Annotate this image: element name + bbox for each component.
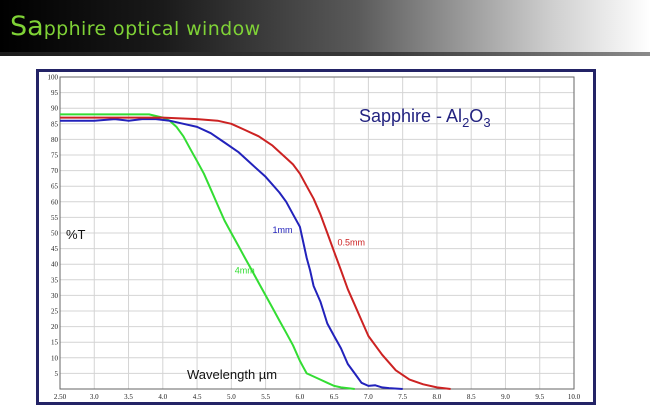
series-label-0-5mm: 0.5mm	[338, 237, 366, 247]
banner-underline	[0, 52, 650, 56]
chart-title-pre: Sapphire - Al	[359, 106, 462, 126]
x-tick-label: 2.50	[54, 393, 67, 401]
series-label-4mm: 4mm	[235, 266, 255, 276]
y-tick-label: 75	[51, 152, 59, 160]
x-tick-label: 8.5	[467, 393, 476, 401]
x-tick-label: 3.0	[90, 393, 99, 401]
y-tick-label: 45	[51, 245, 59, 253]
x-tick-label: 7.0	[364, 393, 373, 401]
y-tick-label: 65	[51, 183, 59, 191]
chart-title: Sapphire - Al2O3	[359, 106, 491, 130]
series-label-1mm: 1mm	[272, 225, 292, 235]
series-line-4mm	[60, 113, 355, 390]
y-tick-label: 50	[51, 230, 59, 238]
y-tick-label: 90	[51, 105, 59, 113]
x-tick-label: 4.5	[193, 393, 202, 401]
series-layer	[60, 113, 451, 390]
title-banner	[0, 0, 650, 56]
page-title-lead: Sa	[10, 11, 44, 42]
y-tick-label: 35	[51, 276, 59, 284]
y-tick-label: 70	[51, 167, 59, 175]
y-tick-label: 30	[51, 292, 59, 300]
page-title-rest: pphire optical window	[43, 18, 261, 40]
chart-grid	[60, 77, 574, 389]
x-tick-label: 8.0	[433, 393, 442, 401]
x-tick-label: 5.5	[261, 393, 270, 401]
y-axis-label: %T	[66, 227, 86, 242]
series-line-1mm	[60, 118, 403, 390]
y-tick-label: 40	[51, 261, 59, 269]
chart-title-sub2: 3	[483, 115, 490, 130]
x-tick-label: 7.5	[398, 393, 407, 401]
x-tick-label: 6.0	[295, 393, 304, 401]
series-labels: 4mm 1mm 0.5mm	[235, 225, 365, 276]
y-tick-label: 95	[51, 89, 59, 97]
y-tick-label: 10	[51, 354, 59, 362]
series-line-0-5mm	[60, 116, 451, 390]
page-title: Sapphire optical window	[10, 9, 261, 45]
x-tick-labels: 2.50 3.0 3.5 4.0 4.5 5.0 5.5 6.0 6.5 7.0 7.5 8.0 8.5…	[54, 393, 581, 401]
y-tick-label: 5	[55, 370, 59, 378]
y-tick-label: 60	[51, 198, 59, 206]
plot-border	[59, 76, 575, 390]
y-tick-label: 25	[51, 308, 59, 316]
chart-frame: 2.50 3.0 3.5 4.0 4.5 5.0 5.5 6.0 6.5 7.0 7.5 8.0 8.5…	[36, 69, 596, 405]
y-tick-label: 20	[51, 323, 59, 331]
y-tick-label: 15	[51, 339, 59, 347]
x-tick-label: 9.0	[501, 393, 510, 401]
transmission-chart: 2.50 3.0 3.5 4.0 4.5 5.0 5.5 6.0 6.5 7.0 7.5 8.0 8.5…	[48, 74, 581, 402]
x-tick-label: 9.5	[535, 393, 544, 401]
x-axis-label: Wavelength µm	[187, 367, 277, 382]
chart-axes	[59, 76, 575, 390]
x-tick-label: 4.0	[158, 393, 167, 401]
x-tick-label: 5.0	[227, 393, 236, 401]
y-tick-label: 55	[51, 214, 59, 222]
x-tick-label: 3.5	[124, 393, 133, 401]
chart-title-sub1: 2	[462, 115, 469, 130]
x-tick-label: 6.5	[330, 393, 339, 401]
y-tick-label: 100	[48, 74, 59, 82]
y-tick-labels: 5 10 15 20 25 30 35 40 45 50 55 60 65 70 75 80 85 90 95 100	[48, 74, 59, 378]
y-tick-label: 85	[51, 120, 59, 128]
x-tick-label: 10.0	[568, 393, 581, 401]
y-tick-label: 80	[51, 136, 59, 144]
chart-title-mid: O	[469, 106, 483, 126]
